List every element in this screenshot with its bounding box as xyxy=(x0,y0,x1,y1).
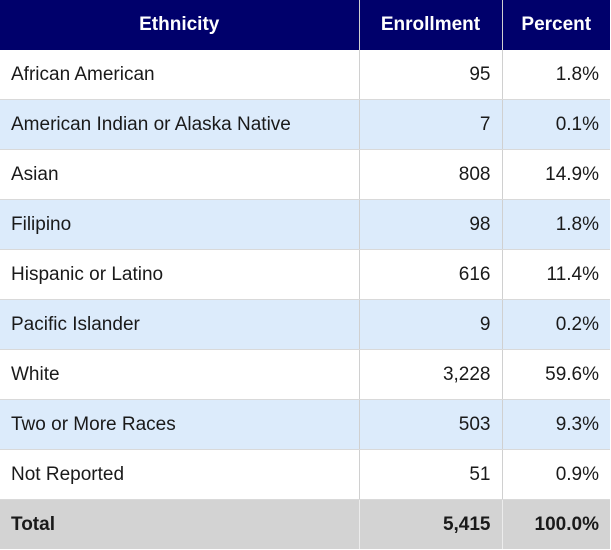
enrollment-cell: 616 xyxy=(359,249,503,300)
enrollment-cell: 3,228 xyxy=(359,349,503,400)
enrollment-cell: 808 xyxy=(359,149,503,200)
table-row: Not Reported 51 0.9% xyxy=(0,449,610,500)
ethnicity-cell: White xyxy=(0,349,360,400)
total-percent: 100.0% xyxy=(502,499,610,549)
enrollment-cell: 503 xyxy=(359,399,503,450)
percent-cell: 1.8% xyxy=(502,199,610,250)
enrollment-cell: 9 xyxy=(359,299,503,350)
percent-cell: 0.2% xyxy=(502,299,610,350)
ethnicity-cell: Asian xyxy=(0,149,360,200)
table-footer: Total 5,415 100.0% xyxy=(0,499,610,549)
table-row: White 3,228 59.6% xyxy=(0,349,610,400)
table-body: African American 95 1.8% American Indian or… xyxy=(0,50,610,500)
table-row: American Indian or Alaska Native 7 0.1% xyxy=(0,99,610,150)
total-enrollment: 5,415 xyxy=(359,499,503,549)
total-row: Total 5,415 100.0% xyxy=(0,499,610,549)
percent-cell: 0.9% xyxy=(502,449,610,500)
enrollment-cell: 95 xyxy=(359,50,503,100)
header-enrollment: Enrollment xyxy=(359,0,503,50)
percent-cell: 14.9% xyxy=(502,149,610,200)
table-row: Pacific Islander 9 0.2% xyxy=(0,299,610,350)
header-percent: Percent xyxy=(502,0,610,50)
percent-cell: 9.3% xyxy=(502,399,610,450)
percent-cell: 1.8% xyxy=(502,50,610,100)
ethnicity-cell: Not Reported xyxy=(0,449,360,500)
ethnicity-cell: Two or More Races xyxy=(0,399,360,450)
table-row: African American 95 1.8% xyxy=(0,50,610,100)
percent-cell: 0.1% xyxy=(502,99,610,150)
table-row: Filipino 98 1.8% xyxy=(0,199,610,250)
enrollment-cell: 51 xyxy=(359,449,503,500)
enrollment-cell: 7 xyxy=(359,99,503,150)
ethnicity-cell: Pacific Islander xyxy=(0,299,360,350)
table-row: Two or More Races 503 9.3% xyxy=(0,399,610,450)
header-ethnicity: Ethnicity xyxy=(0,0,360,50)
table-row: Asian 808 14.9% xyxy=(0,149,610,200)
percent-cell: 59.6% xyxy=(502,349,610,400)
ethnicity-cell: Hispanic or Latino xyxy=(0,249,360,300)
percent-cell: 11.4% xyxy=(502,249,610,300)
enrollment-cell: 98 xyxy=(359,199,503,250)
ethnicity-cell: African American xyxy=(0,50,360,100)
ethnicity-cell: American Indian or Alaska Native xyxy=(0,99,360,150)
table-header: Ethnicity Enrollment Percent xyxy=(0,0,610,50)
total-label: Total xyxy=(0,499,360,549)
ethnicity-cell: Filipino xyxy=(0,199,360,250)
table-row: Hispanic or Latino 616 11.4% xyxy=(0,249,610,300)
header-row: Ethnicity Enrollment Percent xyxy=(0,0,610,50)
